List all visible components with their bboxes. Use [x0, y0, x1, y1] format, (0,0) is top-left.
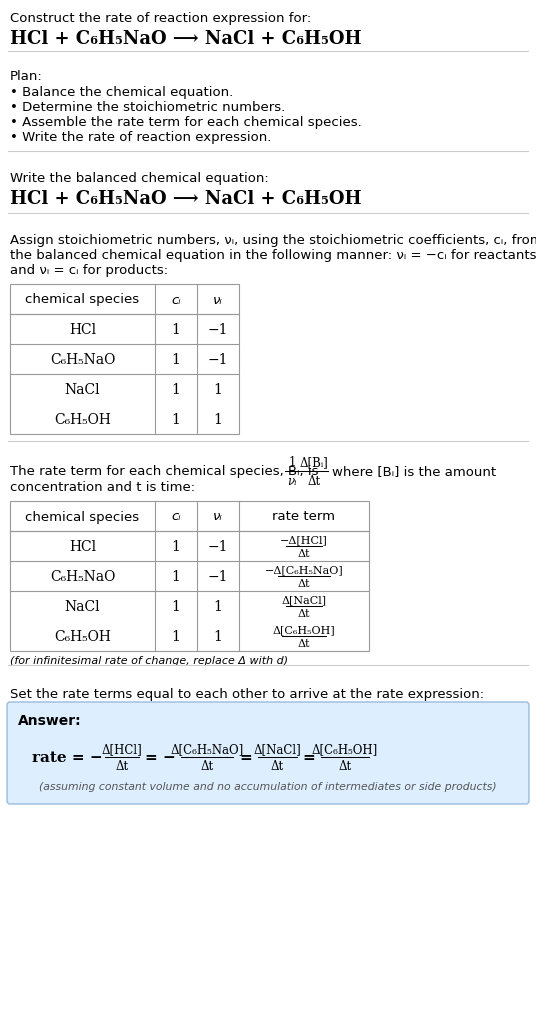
Text: Answer:: Answer: [18, 713, 81, 728]
Text: 1: 1 [213, 413, 222, 427]
Text: 1: 1 [172, 353, 181, 367]
Text: Δ[C₆H₅OH]: Δ[C₆H₅OH] [273, 625, 336, 635]
Text: Δt: Δt [298, 608, 310, 619]
Text: chemical species: chemical species [25, 293, 139, 306]
Text: 1: 1 [172, 382, 181, 396]
Text: Δt: Δt [308, 475, 321, 487]
Text: 1: 1 [213, 630, 222, 643]
Text: Δ[NaCl]: Δ[NaCl] [281, 594, 326, 604]
Text: HCl + C₆H₅NaO ⟶ NaCl + C₆H₅OH: HCl + C₆H₅NaO ⟶ NaCl + C₆H₅OH [10, 190, 361, 208]
Text: Δt: Δt [338, 759, 352, 772]
Text: • Write the rate of reaction expression.: • Write the rate of reaction expression. [10, 130, 271, 144]
Text: −Δ[C₆H₅NaO]: −Δ[C₆H₅NaO] [265, 565, 344, 575]
Text: C₆H₅NaO: C₆H₅NaO [50, 353, 115, 367]
Text: Δt: Δt [115, 759, 129, 772]
Text: −1: −1 [208, 570, 228, 584]
Text: chemical species: chemical species [25, 510, 139, 523]
Text: Δt: Δt [298, 579, 310, 588]
Text: HCl: HCl [69, 323, 96, 336]
Text: Plan:: Plan: [10, 70, 43, 83]
Text: 1: 1 [172, 323, 181, 336]
Text: Set the rate terms equal to each other to arrive at the rate expression:: Set the rate terms equal to each other t… [10, 688, 484, 700]
Text: = −: = − [145, 750, 176, 764]
Text: Construct the rate of reaction expression for:: Construct the rate of reaction expressio… [10, 12, 311, 25]
Text: where [Bᵢ] is the amount: where [Bᵢ] is the amount [332, 465, 496, 478]
Text: NaCl: NaCl [65, 382, 100, 396]
Text: HCl: HCl [69, 539, 96, 553]
Text: • Balance the chemical equation.: • Balance the chemical equation. [10, 86, 233, 99]
Text: 1: 1 [172, 539, 181, 553]
Text: • Assemble the rate term for each chemical species.: • Assemble the rate term for each chemic… [10, 116, 362, 128]
Text: C₆H₅OH: C₆H₅OH [54, 413, 111, 427]
Text: cᵢ: cᵢ [171, 510, 181, 523]
Text: νᵢ: νᵢ [213, 510, 223, 523]
Text: (assuming constant volume and no accumulation of intermediates or side products): (assuming constant volume and no accumul… [39, 782, 497, 791]
Text: =: = [240, 750, 252, 764]
Text: =: = [303, 750, 316, 764]
Text: • Determine the stoichiometric numbers.: • Determine the stoichiometric numbers. [10, 101, 285, 114]
Text: rate term: rate term [272, 510, 336, 523]
Text: C₆H₅NaO: C₆H₅NaO [50, 570, 115, 584]
Text: 1: 1 [172, 630, 181, 643]
Text: C₆H₅OH: C₆H₅OH [54, 630, 111, 643]
Text: Assign stoichiometric numbers, νᵢ, using the stoichiometric coefficients, cᵢ, fr: Assign stoichiometric numbers, νᵢ, using… [10, 233, 536, 247]
Text: Δt: Δt [200, 759, 214, 772]
Text: concentration and t is time:: concentration and t is time: [10, 481, 195, 493]
Text: 1: 1 [172, 570, 181, 584]
FancyBboxPatch shape [7, 702, 529, 804]
Text: −Δ[HCl]: −Δ[HCl] [280, 535, 328, 544]
Text: Δ[C₆H₅OH]: Δ[C₆H₅OH] [312, 742, 378, 755]
Text: and νᵢ = cᵢ for products:: and νᵢ = cᵢ for products: [10, 264, 168, 277]
Text: Δ[NaCl]: Δ[NaCl] [254, 742, 301, 755]
Text: −1: −1 [208, 539, 228, 553]
Text: Write the balanced chemical equation:: Write the balanced chemical equation: [10, 172, 269, 184]
Text: (for infinitesimal rate of change, replace Δ with d): (for infinitesimal rate of change, repla… [10, 655, 288, 665]
Text: Δ[Bᵢ]: Δ[Bᵢ] [300, 455, 329, 469]
Text: Δ[C₆H₅NaO]: Δ[C₆H₅NaO] [170, 742, 244, 755]
Text: NaCl: NaCl [65, 599, 100, 613]
Text: 1: 1 [213, 599, 222, 613]
Text: HCl + C₆H₅NaO ⟶ NaCl + C₆H₅OH: HCl + C₆H₅NaO ⟶ NaCl + C₆H₅OH [10, 30, 361, 48]
Text: νᵢ: νᵢ [213, 293, 223, 306]
Text: 1: 1 [213, 382, 222, 396]
Text: rate = −: rate = − [32, 750, 102, 764]
Text: 1: 1 [172, 413, 181, 427]
Bar [10, 501, 369, 651]
Text: The rate term for each chemical species, Bᵢ, is: The rate term for each chemical species,… [10, 465, 318, 478]
Text: 1: 1 [172, 599, 181, 613]
Text: Δt: Δt [298, 548, 310, 558]
Text: νᵢ: νᵢ [287, 475, 297, 487]
Bar [10, 284, 239, 434]
Text: Δ[HCl]: Δ[HCl] [102, 742, 143, 755]
Text: cᵢ: cᵢ [171, 293, 181, 306]
Text: Δt: Δt [298, 638, 310, 648]
Text: the balanced chemical equation in the following manner: νᵢ = −cᵢ for reactants: the balanced chemical equation in the fo… [10, 249, 536, 262]
Text: 1: 1 [288, 455, 296, 469]
Text: −1: −1 [208, 323, 228, 336]
Text: −1: −1 [208, 353, 228, 367]
Text: Δt: Δt [271, 759, 284, 772]
